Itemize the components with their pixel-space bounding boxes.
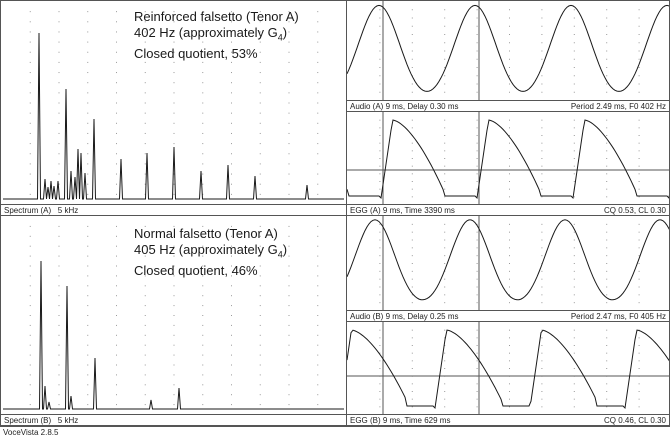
- audio-b-waveform: [347, 216, 669, 310]
- annotation-title: Reinforced falsetto (Tenor A): [134, 9, 299, 24]
- egg-b-pane[interactable]: EGG (B) 9 ms, Time 629 ms CQ 0.46, CL 0.…: [346, 321, 670, 426]
- spectrum-b-label: Spectrum (B): [4, 416, 52, 425]
- spectrum-a-pane[interactable]: Reinforced falsetto (Tenor A) 402 Hz (ap…: [0, 0, 347, 216]
- annotation-frequency: 402 Hz (approximately G4): [134, 25, 288, 43]
- annotation-frequency: 405 Hz (approximately G4): [134, 242, 288, 260]
- egg-b-waveform: [347, 322, 669, 414]
- spectrum-a-range: 5 kHz: [57, 206, 79, 215]
- egg-a-waveform: [347, 112, 669, 204]
- audio-b-label: Audio (B) 9 ms, Delay 0.25 ms: [350, 312, 459, 321]
- spectrum-a-label-strip: Spectrum (A) 5 kHz: [1, 204, 346, 215]
- audio-a-label: Audio (A) 9 ms, Delay 0.30 ms: [350, 102, 459, 111]
- egg-b-cq: CQ 0.46, CL 0.30: [604, 416, 666, 425]
- app-version: VoceVista 2.8.5: [3, 428, 59, 437]
- egg-a-label: EGG (A) 9 ms, Time 3390 ms: [350, 206, 455, 215]
- spectrum-a-annotation: Reinforced falsetto (Tenor A) 402 Hz (ap…: [134, 9, 299, 62]
- audio-b-label-strip: Audio (B) 9 ms, Delay 0.25 ms Period 2.4…: [347, 310, 669, 321]
- spectrum-a-plot: [3, 11, 344, 200]
- spectrum-a-label: Spectrum (A): [4, 206, 52, 215]
- egg-b-label: EGG (B) 9 ms, Time 629 ms: [350, 416, 451, 425]
- annotation-title: Normal falsetto (Tenor A): [134, 226, 278, 241]
- egg-a-cq: CQ 0.53, CL 0.30: [604, 206, 666, 215]
- spectrum-b-label-strip: Spectrum (B) 5 kHz: [1, 414, 346, 425]
- status-bar: VoceVista 2.8.5: [0, 426, 670, 438]
- audio-a-waveform: [347, 1, 669, 100]
- spectrum-b-plot: [3, 225, 344, 410]
- audio-a-period: Period 2.49 ms, F0 402 Hz: [570, 102, 666, 111]
- egg-a-label-strip: EGG (A) 9 ms, Time 3390 ms CQ 0.53, CL 0…: [347, 204, 669, 215]
- egg-b-label-strip: EGG (B) 9 ms, Time 629 ms CQ 0.46, CL 0.…: [347, 414, 669, 425]
- audio-a-pane[interactable]: Audio (A) 9 ms, Delay 0.30 ms Period 2.4…: [346, 0, 670, 112]
- audio-b-pane[interactable]: Audio (B) 9 ms, Delay 0.25 ms Period 2.4…: [346, 215, 670, 322]
- spectrum-b-annotation: Normal falsetto (Tenor A) 405 Hz (approx…: [134, 226, 287, 279]
- audio-b-period: Period 2.47 ms, F0 405 Hz: [570, 312, 666, 321]
- spectrum-b-range: 5 kHz: [57, 416, 79, 425]
- audio-a-label-strip: Audio (A) 9 ms, Delay 0.30 ms Period 2.4…: [347, 100, 669, 111]
- annotation-closed-quotient: Closed quotient, 46%: [134, 262, 258, 278]
- annotation-closed-quotient: Closed quotient, 53%: [134, 45, 258, 61]
- egg-a-pane[interactable]: EGG (A) 9 ms, Time 3390 ms CQ 0.53, CL 0…: [346, 111, 670, 216]
- spectrum-b-pane[interactable]: Normal falsetto (Tenor A) 405 Hz (approx…: [0, 215, 347, 426]
